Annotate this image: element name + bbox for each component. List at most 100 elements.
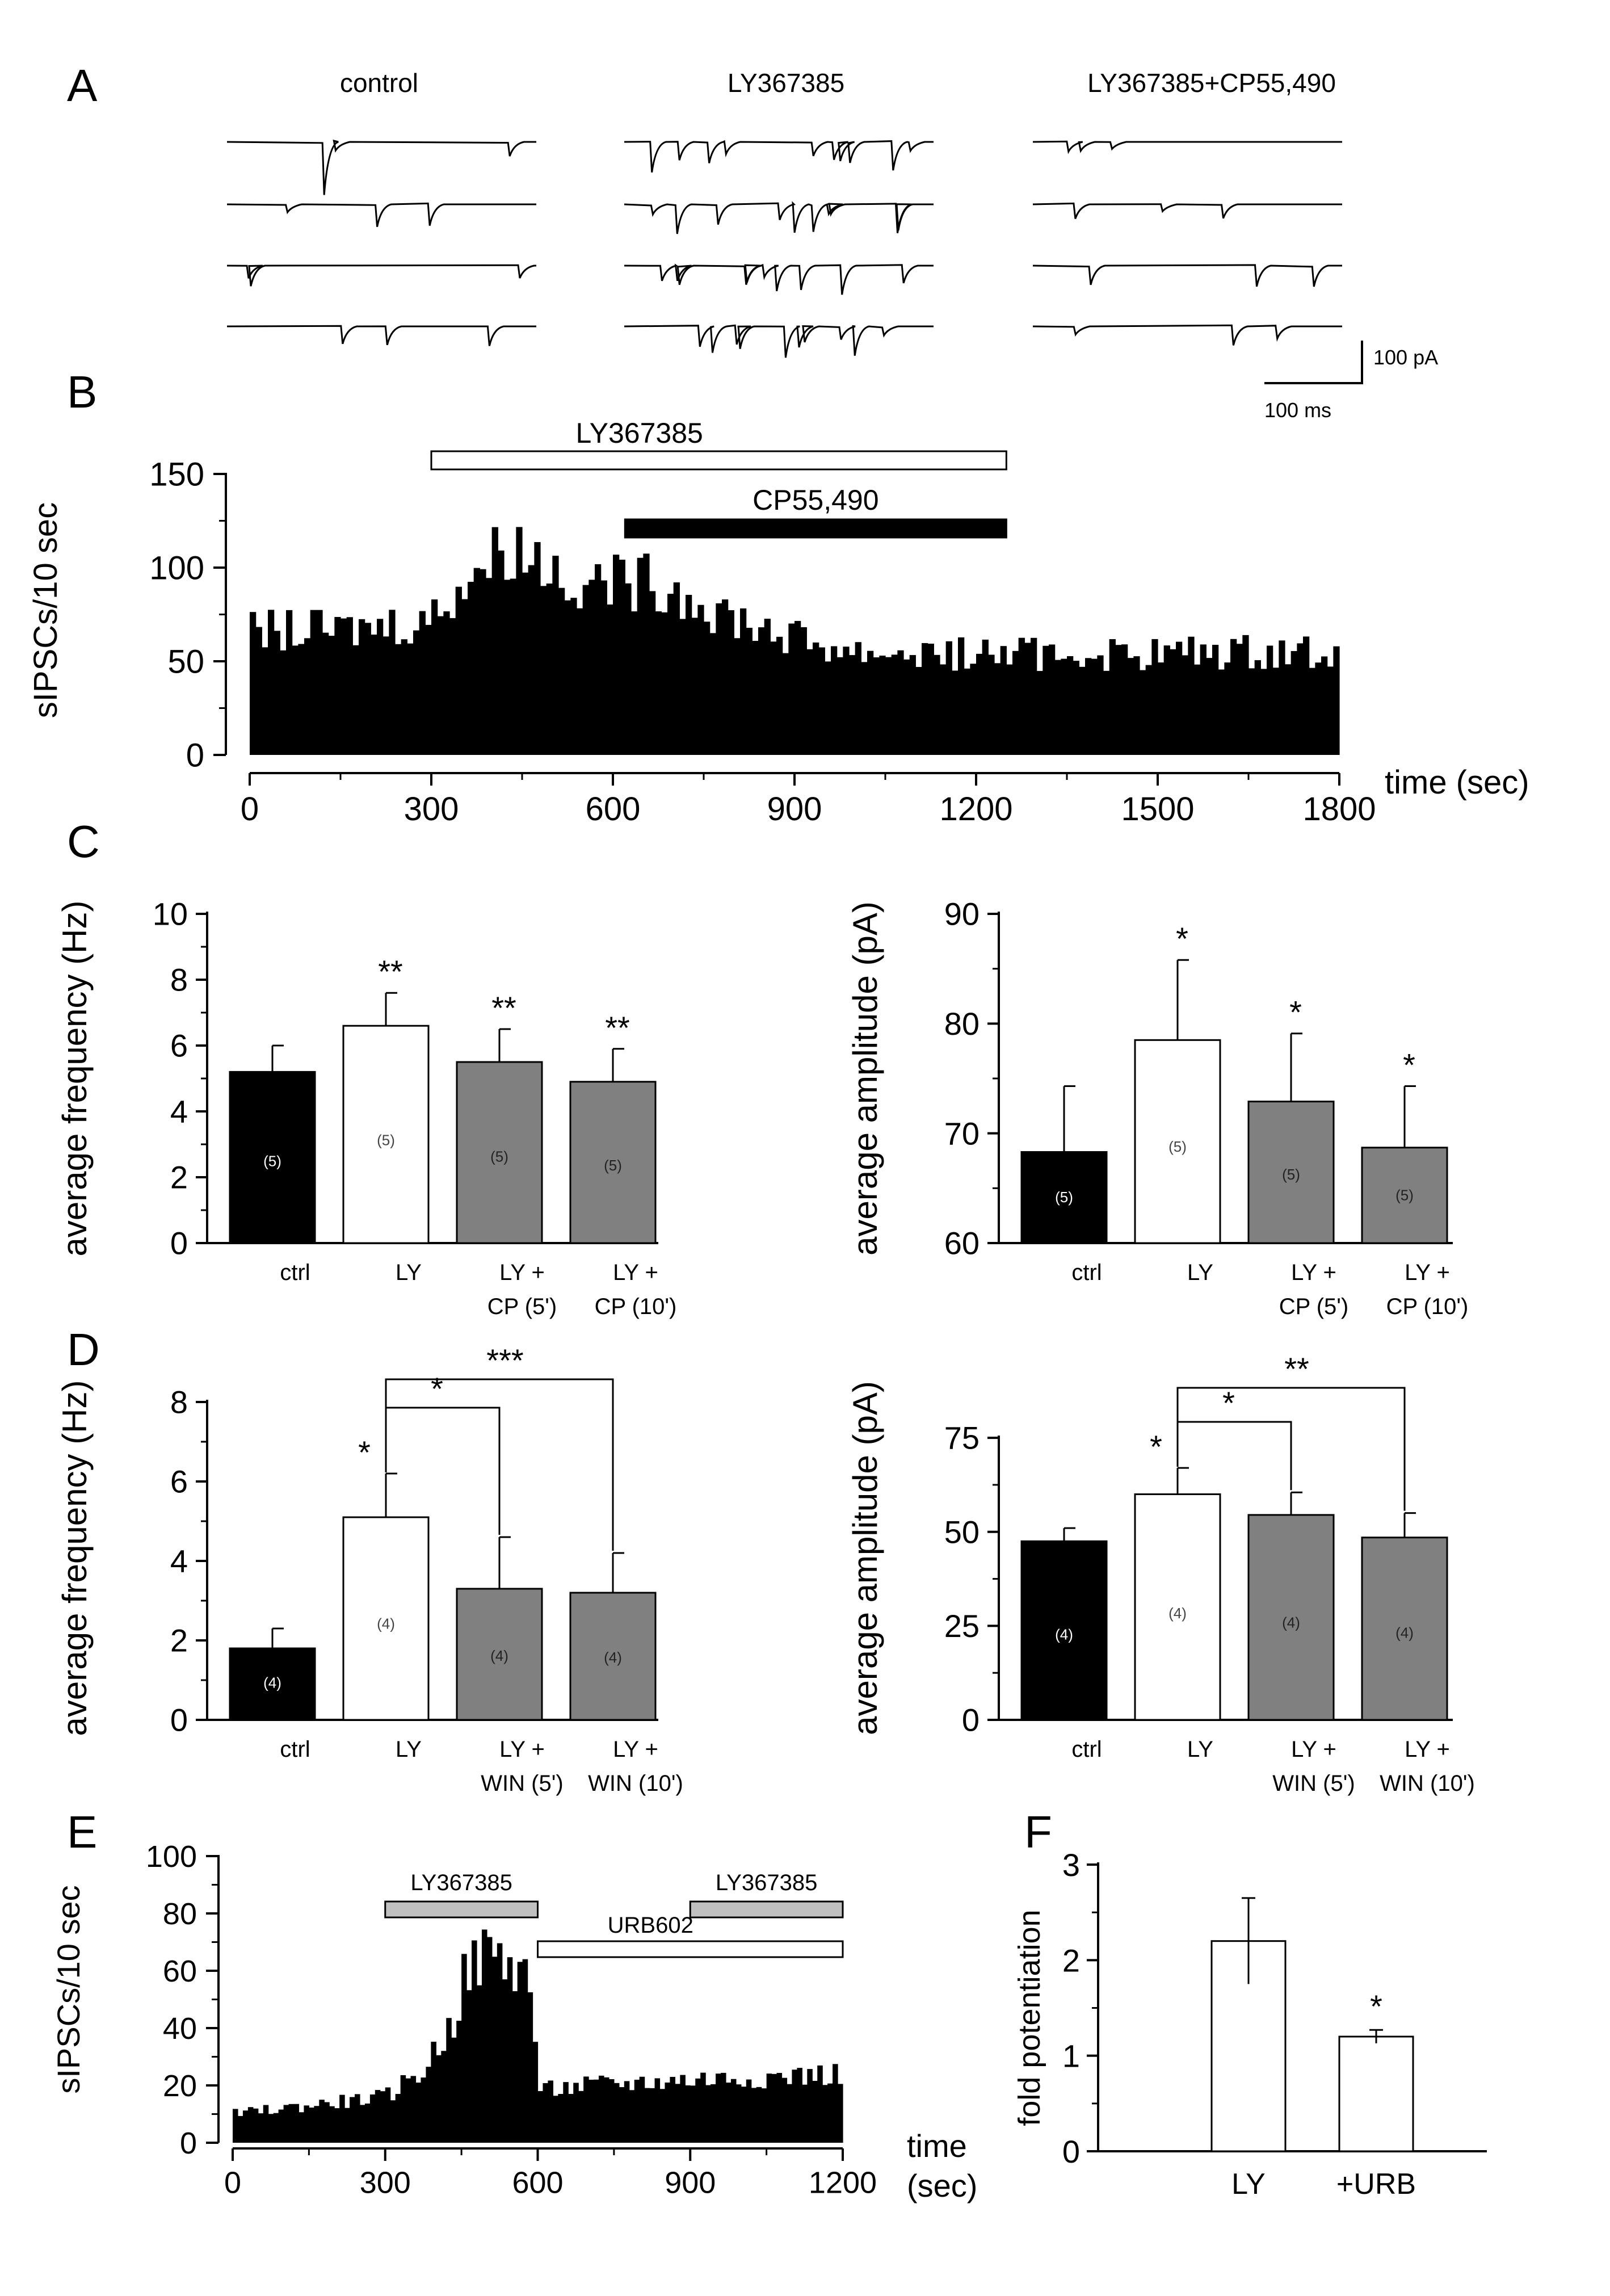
- y-tick-label: 20: [163, 2069, 197, 2103]
- histogram-bin: [1303, 636, 1310, 755]
- histogram-bin: [776, 636, 783, 755]
- histogram-bin: [233, 2109, 238, 2143]
- category-label: LY +: [1291, 1737, 1336, 1762]
- histogram-bin: [1151, 639, 1158, 755]
- histogram-bin: [637, 557, 644, 755]
- histogram-bin: [355, 2094, 360, 2143]
- histogram-bin: [540, 586, 547, 755]
- histogram-bin: [1290, 651, 1297, 755]
- histogram-bin: [807, 2069, 813, 2143]
- y-tick-label: 4: [170, 1094, 188, 1130]
- n-label: (5): [1395, 1186, 1414, 1203]
- treatment-bar-label: LY367385: [576, 417, 703, 449]
- trace: [1032, 140, 1342, 154]
- panel-d-frequency: 0 2 4 6 8 average frequency (Hz) (4) ctrl (4) * LY…: [56, 1342, 683, 1796]
- x-tick-label: 600: [512, 2166, 563, 2200]
- histogram-bin: [897, 650, 904, 755]
- trace: [624, 201, 934, 234]
- histogram-bin: [1024, 643, 1031, 755]
- significance-label: *: [1289, 994, 1302, 1030]
- histogram-bin: [250, 612, 257, 755]
- histogram-bin: [861, 662, 868, 755]
- histogram-bin: [686, 594, 692, 755]
- histogram-bin: [283, 2105, 289, 2143]
- histogram-bin: [1042, 645, 1049, 755]
- treatment-bar-label: URB602: [608, 1913, 693, 1938]
- significance-bracket: [385, 1407, 501, 1535]
- axes: 0 20 40 60 80 100 0 300 600 900 1200: [146, 1840, 877, 2200]
- histogram-bin: [328, 636, 335, 755]
- n-label: (5): [1055, 1189, 1073, 1206]
- histogram-bin: [766, 2073, 772, 2143]
- significance-bracket: [1176, 1387, 1406, 1511]
- histogram-bin: [994, 663, 1001, 755]
- histogram-bin: [570, 598, 577, 755]
- category-label: LY +: [613, 1737, 658, 1762]
- category-label: WIN (5'): [481, 1771, 563, 1796]
- histogram-bin: [582, 585, 589, 755]
- histogram-bin: [293, 2104, 300, 2143]
- histogram-bin: [441, 2051, 447, 2143]
- histogram-bin: [299, 2112, 305, 2143]
- histogram-bin: [751, 2088, 757, 2143]
- histogram-bin: [802, 2084, 808, 2143]
- histogram-bin: [400, 2075, 406, 2143]
- y-tick-label: 0: [170, 1225, 188, 1261]
- y-tick-label: 0: [1062, 2134, 1080, 2169]
- histogram-bin: [341, 618, 347, 755]
- y-tick-label: 8: [170, 962, 188, 998]
- y-tick-label: 50: [944, 1514, 980, 1550]
- histogram-bin: [1333, 646, 1340, 755]
- histogram-bin: [375, 2090, 381, 2143]
- y-axis-label: average amplitude (pA): [846, 901, 884, 1256]
- histogram-bin: [1073, 661, 1079, 755]
- histogram-bin: [583, 2076, 589, 2143]
- histogram-bin: [915, 667, 922, 755]
- significance-label: **: [491, 990, 516, 1026]
- histogram-bin: [359, 2105, 365, 2143]
- y-tick-label: 4: [170, 1543, 188, 1579]
- panel-letter-c: C: [67, 816, 100, 867]
- histogram-bin: [563, 2082, 569, 2143]
- histogram-bin: [704, 622, 711, 755]
- y-axis-label: average frequency (Hz): [56, 901, 94, 1257]
- histogram-bin: [843, 647, 850, 755]
- histogram-bin: [691, 618, 698, 755]
- histogram-bin: [756, 2087, 762, 2143]
- bar: [1247, 1514, 1335, 1721]
- histogram-bin: [389, 610, 396, 755]
- significance-label: *: [1150, 1429, 1162, 1464]
- histogram-bin: [534, 542, 541, 755]
- significance-label: *: [1403, 1047, 1415, 1083]
- category-label: LY +: [1405, 1737, 1450, 1762]
- histogram-bin: [761, 2088, 767, 2143]
- histogram-bin: [486, 1937, 493, 2143]
- y-tick-label: 2: [1062, 1942, 1080, 1978]
- category-label: LY: [1187, 1260, 1213, 1285]
- treatment-bar-label: LY367385: [410, 1870, 512, 1895]
- histogram-bin: [407, 643, 414, 755]
- histogram-bin: [825, 661, 831, 755]
- n-label: (4): [1395, 1624, 1414, 1641]
- histogram-bin: [787, 2084, 793, 2143]
- histogram-bars: [233, 1929, 843, 2143]
- histogram-bin: [964, 668, 970, 755]
- n-label: (4): [490, 1647, 508, 1664]
- histogram-bin: [838, 2084, 843, 2143]
- histogram-bin: [558, 587, 565, 755]
- histogram-bin: [461, 1954, 467, 2143]
- histogram-bin: [776, 2072, 783, 2143]
- histogram-bin: [988, 654, 995, 755]
- histogram-bin: [934, 654, 940, 755]
- histogram-bin: [1006, 664, 1013, 755]
- histogram-bin: [795, 620, 801, 755]
- x-tick-label: 0: [224, 2166, 241, 2200]
- histogram-bin: [410, 2076, 417, 2143]
- histogram-bin: [588, 580, 595, 755]
- histogram-bin: [603, 2077, 609, 2143]
- histogram-bin: [782, 653, 789, 755]
- histogram-bin: [390, 2100, 396, 2143]
- histogram-bin: [286, 610, 293, 755]
- histogram-bin: [382, 636, 389, 755]
- histogram-bin: [970, 664, 977, 755]
